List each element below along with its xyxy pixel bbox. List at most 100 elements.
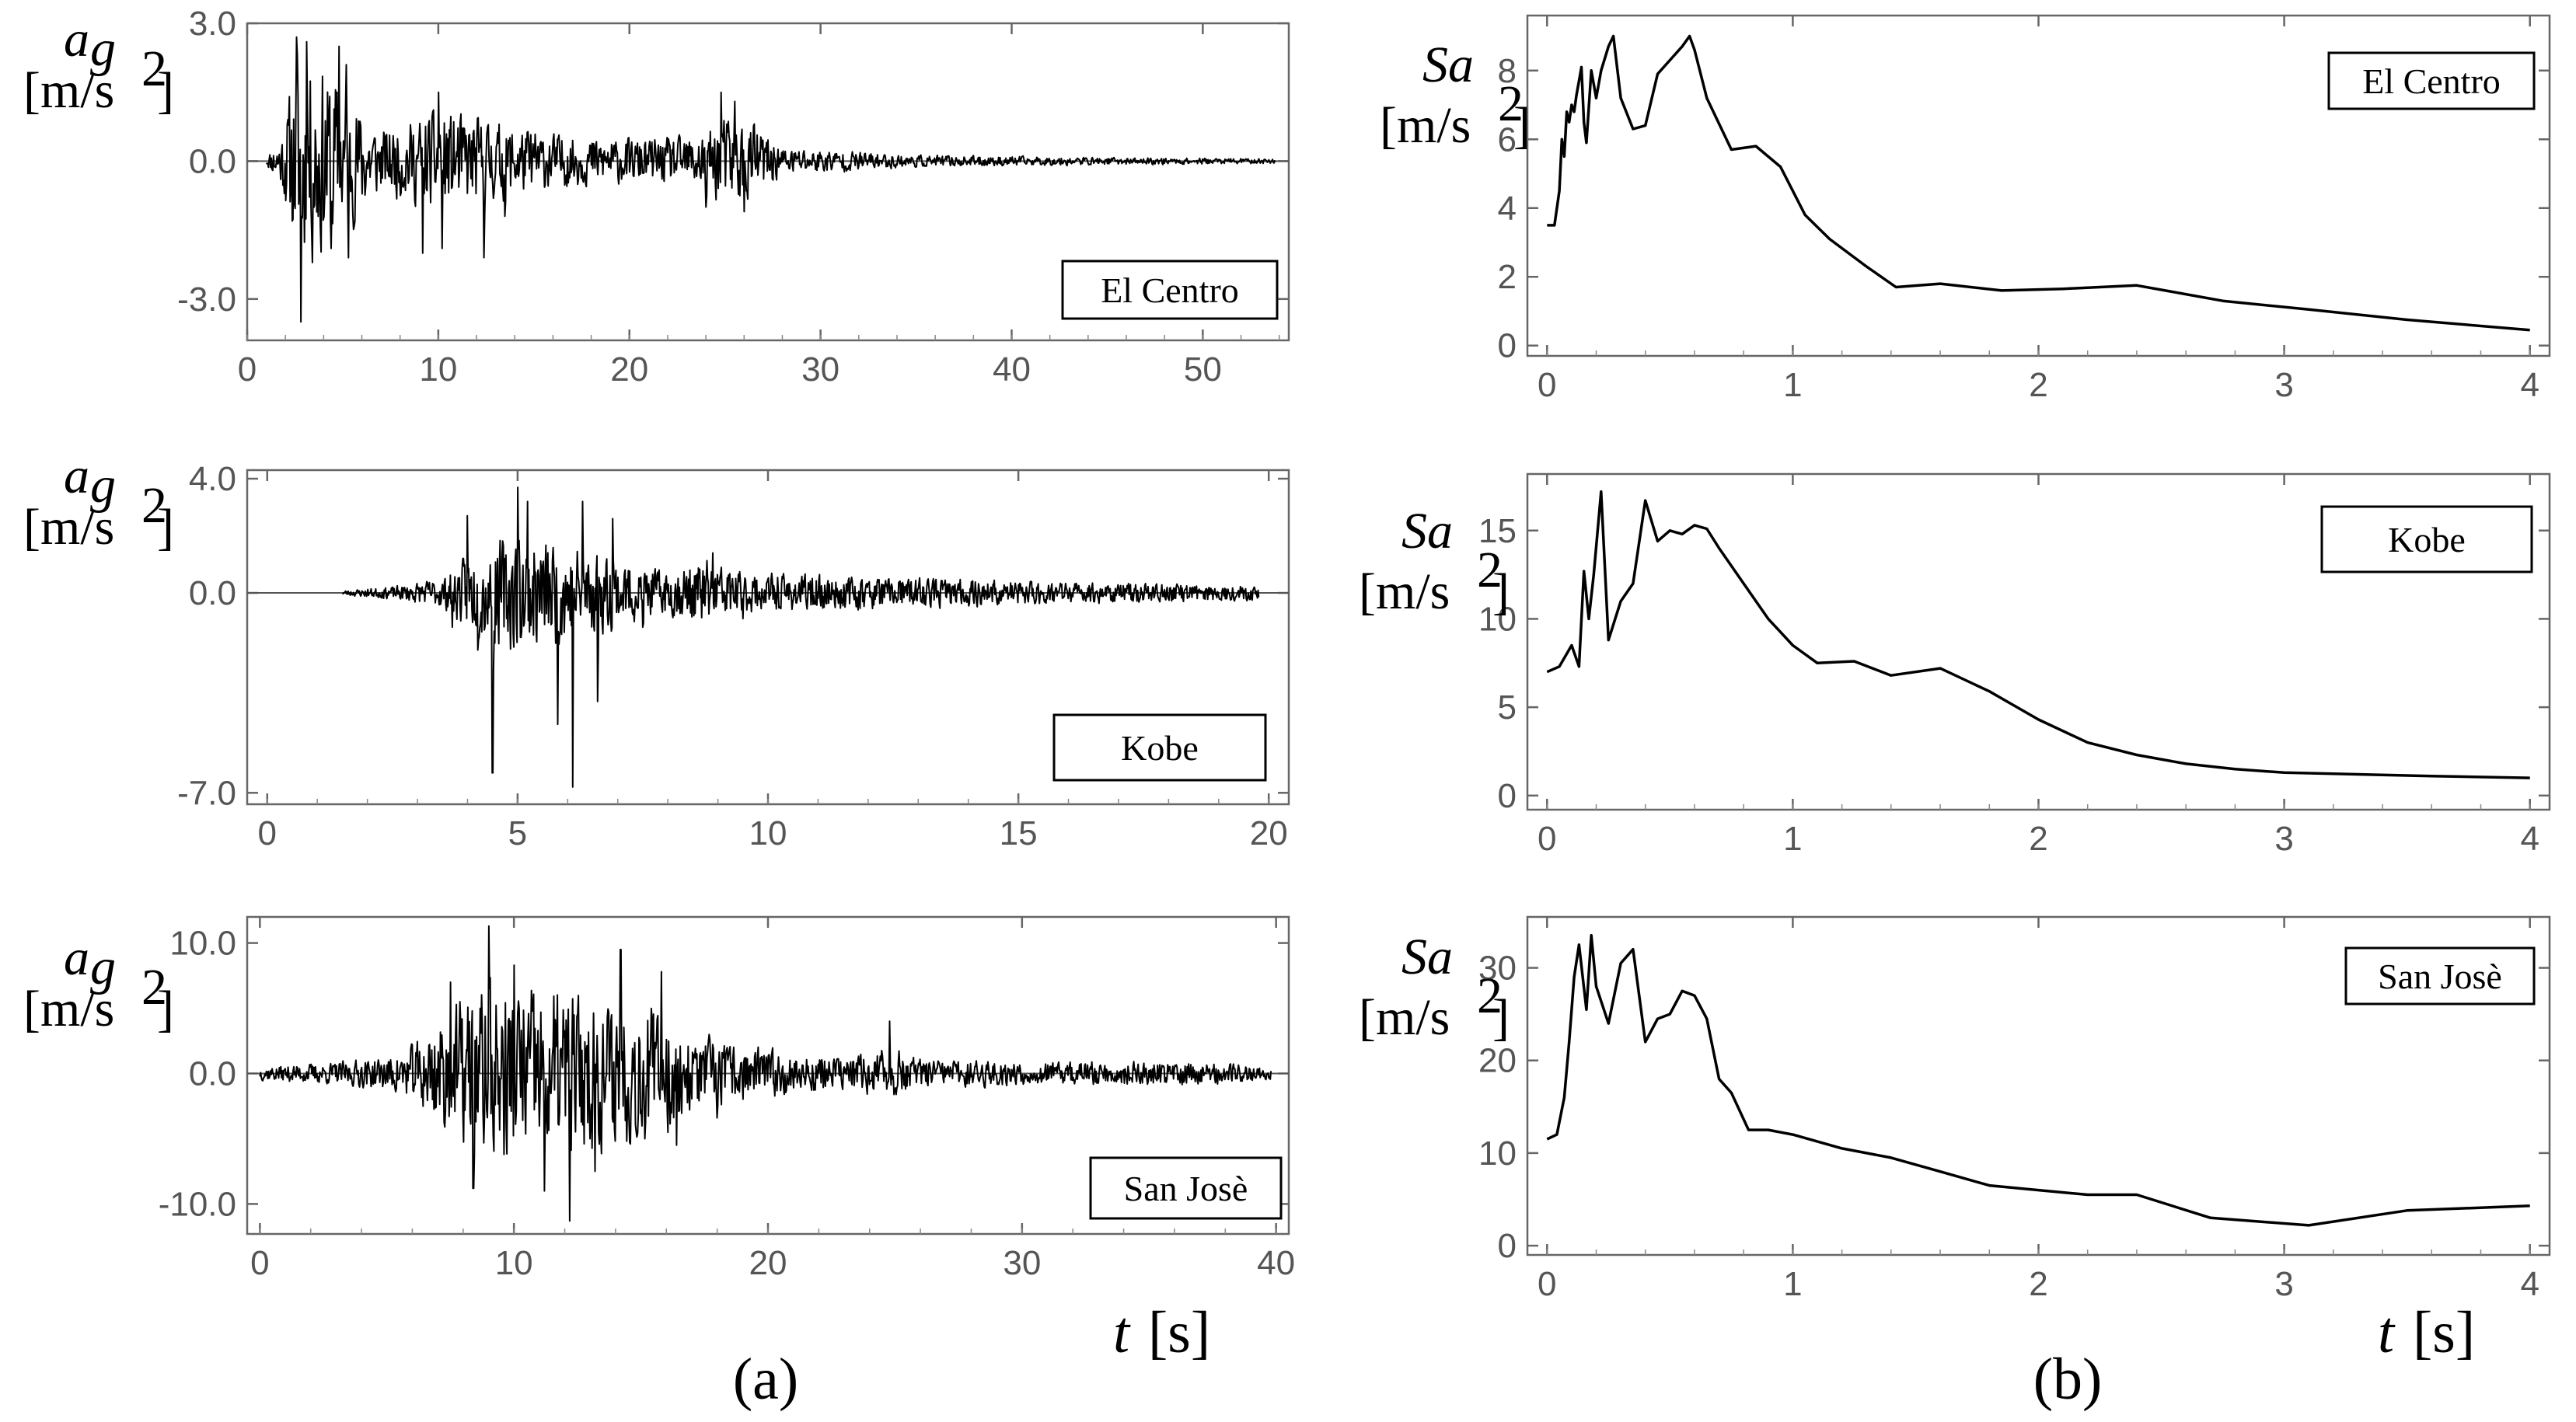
y-tick-label: 20 bbox=[1478, 1042, 1517, 1080]
y-label-subscript: g bbox=[90, 457, 116, 514]
y-tick-label: 0 bbox=[1498, 327, 1517, 365]
y-label-symbol: Sa bbox=[1401, 929, 1453, 985]
y-tick-label: -3.0 bbox=[177, 281, 236, 319]
chart-a3: 0 10 20 30 40 10.0 0.0 -10.0 a g[m/s 2] San Josè bbox=[23, 915, 1295, 1282]
y-label-unit: [m/s bbox=[23, 499, 114, 556]
legend: San Josè bbox=[2344, 946, 2536, 1006]
y-label-close: ] bbox=[1492, 989, 1510, 1046]
chart-b3: 0 1 2 3 4 0 10 20 30 Sa[m/s 2] San Josè bbox=[1359, 915, 2551, 1303]
x-tick-label: 3 bbox=[2274, 366, 2293, 404]
spectrum-line bbox=[1546, 490, 2530, 779]
x-tick-label: 10 bbox=[419, 350, 457, 389]
chart-b2: 0 1 2 3 4 0 5 10 15 Sa[m/s 2] Kobe bbox=[1359, 472, 2551, 858]
legend: El Centro bbox=[1061, 260, 1279, 320]
spectrum-line bbox=[1547, 34, 2530, 332]
legend-box bbox=[2320, 505, 2533, 573]
x-tick-label: 10 bbox=[749, 814, 787, 852]
x-tick-label: 4 bbox=[2520, 366, 2539, 404]
x-axis-variable: t bbox=[1113, 1300, 1131, 1365]
y-label-exponent: 2 bbox=[1498, 75, 1524, 132]
panel-label-a: (a) bbox=[733, 1347, 798, 1412]
legend: El Centro bbox=[2327, 51, 2536, 110]
y-label-symbol: a bbox=[64, 11, 89, 68]
x-axis-label-right: t [s] bbox=[2378, 1300, 2475, 1365]
y-label-unit: [m/s bbox=[1359, 989, 1450, 1046]
y-label-subscript: g bbox=[90, 939, 116, 995]
y-tick-label: 30 bbox=[1478, 950, 1517, 988]
x-axis-variable: t bbox=[2378, 1300, 2396, 1365]
legend: Kobe bbox=[2320, 505, 2533, 573]
legend-label: El Centro bbox=[1101, 270, 1239, 310]
x-tick-label: 40 bbox=[993, 350, 1031, 389]
y-tick-label: 4 bbox=[1498, 190, 1517, 228]
y-axis-label: a g[m/s 2] bbox=[23, 11, 174, 119]
x-tick-label: 50 bbox=[1184, 350, 1222, 389]
x-tick-label: 1 bbox=[1783, 1265, 1802, 1303]
x-tick-label: 1 bbox=[1783, 820, 1802, 858]
y-tick-label: 10.0 bbox=[169, 925, 236, 963]
y-axis-label: Sa[m/s 2] bbox=[1380, 37, 1531, 154]
legend-label: Kobe bbox=[1121, 728, 1199, 768]
y-label-symbol: a bbox=[64, 929, 89, 986]
y-tick-label: -7.0 bbox=[177, 774, 236, 812]
y-axis-label: a g[m/s 2] bbox=[23, 929, 174, 1037]
legend: San Josè bbox=[1089, 1156, 1283, 1220]
x-tick-label: 4 bbox=[2520, 1265, 2539, 1303]
y-axis-label: Sa[m/s 2] bbox=[1359, 503, 1510, 620]
x-tick-label: 0 bbox=[250, 1244, 269, 1282]
y-label-close: ] bbox=[1492, 563, 1510, 620]
accelerogram-trace bbox=[342, 486, 1260, 788]
x-tick-label: 3 bbox=[2274, 1265, 2293, 1303]
x-tick-label: 1 bbox=[1783, 366, 1802, 404]
y-label-unit: [m/s bbox=[23, 981, 114, 1037]
legend-box bbox=[1061, 260, 1279, 320]
y-tick-label: 3.0 bbox=[189, 5, 236, 43]
spectrum-line bbox=[1546, 934, 2530, 1227]
x-tick-label: 2 bbox=[2029, 820, 2047, 858]
x-tick-label: 20 bbox=[749, 1244, 787, 1282]
y-tick-label: 5 bbox=[1498, 688, 1517, 727]
y-tick-label: 10 bbox=[1478, 1134, 1517, 1173]
y-label-exponent: 2 bbox=[141, 477, 167, 534]
y-label-close: ] bbox=[157, 62, 174, 119]
y-label-close: ] bbox=[157, 499, 174, 556]
x-tick-label: 3 bbox=[2274, 820, 2293, 858]
legend-box bbox=[1052, 713, 1267, 782]
y-tick-label: 0 bbox=[1498, 777, 1517, 815]
y-tick-label: 8 bbox=[1498, 52, 1517, 90]
x-axis-unit: [s] bbox=[1148, 1300, 1210, 1365]
plot-frame bbox=[246, 22, 1290, 342]
legend-box bbox=[1089, 1156, 1283, 1220]
y-label-unit: [m/s bbox=[23, 62, 114, 119]
y-label-close: ] bbox=[1513, 97, 1531, 154]
y-axis-label: Sa[m/s 2] bbox=[1359, 929, 1510, 1046]
legend-label: San Josè bbox=[2378, 957, 2502, 996]
chart-a2: 0 5 10 15 20 4.0 0.0 -7.0 a g[m/s 2] Kobe bbox=[23, 448, 1290, 852]
x-tick-label: 5 bbox=[508, 814, 527, 852]
x-tick-label: 2 bbox=[2029, 1265, 2047, 1303]
x-tick-label: 0 bbox=[258, 814, 277, 852]
y-tick-label: 0.0 bbox=[189, 574, 236, 612]
chart-a1: 0 10 20 30 40 50 3.0 0.0 -3.0 a g[m/s 2] El Centro bbox=[23, 5, 1290, 389]
y-tick-label: 2 bbox=[1498, 258, 1517, 296]
x-axis-label-left: t [s] bbox=[1113, 1300, 1210, 1365]
x-tick-label: 30 bbox=[801, 350, 839, 389]
x-tick-label: 0 bbox=[1538, 1265, 1556, 1303]
y-tick-label: 4.0 bbox=[189, 460, 236, 498]
y-axis-label: a g[m/s 2] bbox=[23, 448, 174, 556]
legend-box bbox=[2327, 51, 2536, 110]
x-tick-label: 0 bbox=[238, 350, 257, 389]
x-tick-label: 0 bbox=[1538, 820, 1556, 858]
panel-label-b: (b) bbox=[2033, 1347, 2103, 1412]
x-axis-unit: [s] bbox=[2413, 1300, 2475, 1365]
x-tick-label: 0 bbox=[1538, 366, 1556, 404]
x-tick-label: 15 bbox=[1000, 814, 1038, 852]
legend-box bbox=[2344, 946, 2536, 1006]
y-label-exponent: 2 bbox=[1477, 967, 1503, 1024]
y-label-symbol: Sa bbox=[1422, 37, 1474, 93]
y-label-unit: [m/s bbox=[1380, 97, 1471, 154]
accelerogram-trace bbox=[259, 925, 1272, 1222]
x-tick-label: 2 bbox=[2029, 366, 2047, 404]
x-tick-label: 10 bbox=[495, 1244, 533, 1282]
